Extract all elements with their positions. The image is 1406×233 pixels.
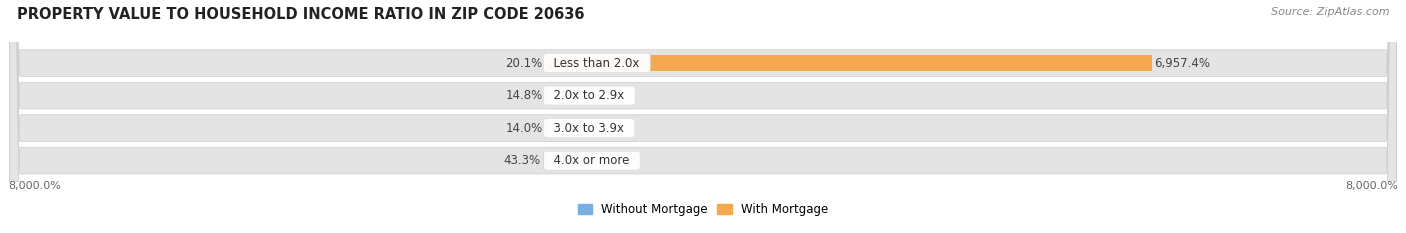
Text: 2.0x to 2.9x: 2.0x to 2.9x	[547, 89, 633, 102]
Text: Less than 2.0x: Less than 2.0x	[547, 57, 647, 70]
Text: PROPERTY VALUE TO HOUSEHOLD INCOME RATIO IN ZIP CODE 20636: PROPERTY VALUE TO HOUSEHOLD INCOME RATIO…	[17, 7, 585, 22]
Text: 25.2%: 25.2%	[551, 122, 589, 135]
FancyBboxPatch shape	[10, 0, 1396, 233]
Bar	[547, 55, 1152, 71]
Bar	[543, 153, 547, 169]
FancyBboxPatch shape	[10, 0, 1396, 233]
Text: Source: ZipAtlas.com: Source: ZipAtlas.com	[1271, 7, 1389, 17]
Text: 4.0x or more: 4.0x or more	[547, 154, 637, 167]
Text: 8,000.0%: 8,000.0%	[1346, 181, 1398, 191]
Text: 14.0%: 14.0%	[505, 122, 543, 135]
Text: 20.1%: 20.1%	[505, 57, 543, 70]
Text: 3.0x to 3.9x: 3.0x to 3.9x	[547, 122, 631, 135]
Legend: Without Mortgage, With Mortgage: Without Mortgage, With Mortgage	[574, 198, 832, 221]
FancyBboxPatch shape	[10, 0, 1396, 233]
Bar	[547, 153, 548, 169]
Text: 43.3%: 43.3%	[503, 154, 540, 167]
Bar	[544, 55, 547, 71]
Bar	[547, 120, 548, 136]
Text: 6,957.4%: 6,957.4%	[1154, 57, 1211, 70]
Text: 14.8%: 14.8%	[505, 89, 543, 102]
Text: 8,000.0%: 8,000.0%	[8, 181, 60, 191]
Bar	[547, 88, 550, 104]
Text: 34.1%: 34.1%	[553, 89, 589, 102]
FancyBboxPatch shape	[10, 0, 1396, 233]
Text: 24.3%: 24.3%	[551, 154, 588, 167]
